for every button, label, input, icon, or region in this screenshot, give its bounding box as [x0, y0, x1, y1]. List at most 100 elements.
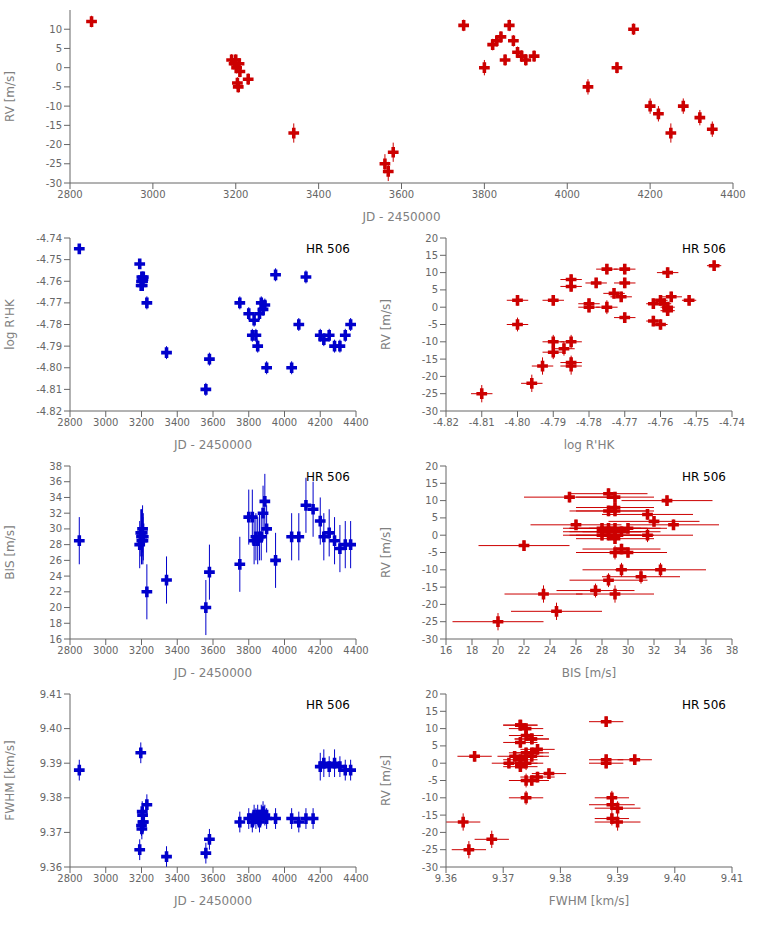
svg-text:-4.80: -4.80: [36, 362, 62, 373]
svg-text:-10: -10: [422, 792, 438, 803]
svg-text:-30: -30: [46, 178, 62, 189]
svg-text:4200: 4200: [637, 189, 662, 200]
svg-text:9.36: 9.36: [435, 873, 457, 884]
svg-text:38: 38: [49, 461, 62, 472]
svg-text:3600: 3600: [200, 417, 225, 428]
svg-text:FWHM [km/s]: FWHM [km/s]: [549, 894, 629, 908]
svg-text:-4.78: -4.78: [576, 417, 602, 428]
svg-text:RV [m/s]: RV [m/s]: [379, 755, 393, 806]
svg-text:log R'HK: log R'HK: [564, 438, 616, 452]
svg-text:3200: 3200: [223, 189, 248, 200]
svg-text:2800: 2800: [57, 645, 82, 656]
svg-text:-4.74: -4.74: [719, 417, 745, 428]
svg-text:9.37: 9.37: [40, 827, 62, 838]
svg-text:-20: -20: [422, 827, 438, 838]
svg-text:20: 20: [49, 602, 62, 613]
svg-text:18: 18: [49, 618, 62, 629]
svg-text:-4.74: -4.74: [36, 233, 62, 244]
svg-text:15: 15: [425, 706, 438, 717]
svg-text:-4.76: -4.76: [36, 276, 62, 287]
svg-text:9.40: 9.40: [40, 723, 62, 734]
svg-text:4000: 4000: [272, 873, 297, 884]
svg-text:3200: 3200: [129, 873, 154, 884]
svg-text:18: 18: [466, 645, 479, 656]
svg-text:-4.75: -4.75: [36, 254, 62, 265]
svg-text:-4.82: -4.82: [36, 406, 62, 417]
svg-text:4000: 4000: [272, 645, 297, 656]
svg-text:15: 15: [425, 250, 438, 261]
svg-text:0: 0: [56, 62, 62, 73]
svg-text:BIS [m/s]: BIS [m/s]: [8, 525, 17, 580]
svg-text:-15: -15: [422, 354, 438, 365]
svg-text:3400: 3400: [165, 873, 190, 884]
svg-text:-4.79: -4.79: [540, 417, 566, 428]
svg-text:-15: -15: [46, 120, 62, 131]
svg-text:4400: 4400: [343, 645, 368, 656]
svg-text:-4.80: -4.80: [505, 417, 531, 428]
svg-text:3000: 3000: [93, 645, 118, 656]
svg-text:RV [m/s]: RV [m/s]: [379, 299, 393, 350]
svg-text:36: 36: [49, 476, 62, 487]
svg-text:-30: -30: [422, 634, 438, 645]
svg-text:-4.81: -4.81: [469, 417, 495, 428]
svg-text:9.38: 9.38: [40, 792, 62, 803]
svg-text:9.39: 9.39: [606, 873, 628, 884]
svg-text:3400: 3400: [306, 189, 331, 200]
svg-text:38: 38: [726, 645, 739, 656]
svg-text:3800: 3800: [236, 873, 261, 884]
svg-text:BIS [m/s]: BIS [m/s]: [562, 666, 617, 680]
svg-text:15: 15: [425, 478, 438, 489]
svg-text:JD - 2450000: JD - 2450000: [173, 894, 252, 908]
svg-text:-15: -15: [422, 582, 438, 593]
svg-text:-4.82: -4.82: [433, 417, 459, 428]
svg-text:3400: 3400: [165, 645, 190, 656]
svg-text:10: 10: [49, 24, 62, 35]
svg-text:-5: -5: [52, 81, 62, 92]
svg-text:30: 30: [49, 523, 62, 534]
svg-text:20: 20: [425, 461, 438, 472]
svg-text:16: 16: [440, 645, 453, 656]
svg-text:-20: -20: [422, 371, 438, 382]
svg-text:9.40: 9.40: [664, 873, 686, 884]
svg-text:-5: -5: [428, 775, 438, 786]
svg-text:JD - 2450000: JD - 2450000: [173, 438, 252, 452]
svg-text:3600: 3600: [200, 873, 225, 884]
svg-text:-15: -15: [422, 810, 438, 821]
svg-text:3800: 3800: [472, 189, 497, 200]
svg-text:3600: 3600: [200, 645, 225, 656]
svg-text:RV [m/s]: RV [m/s]: [379, 527, 393, 578]
svg-text:20: 20: [425, 689, 438, 700]
svg-text:2800: 2800: [57, 189, 82, 200]
svg-text:10: 10: [425, 267, 438, 278]
svg-text:9.41: 9.41: [40, 689, 62, 700]
svg-text:4200: 4200: [308, 645, 333, 656]
svg-text:0: 0: [432, 302, 438, 313]
svg-text:-25: -25: [422, 388, 438, 399]
svg-text:28: 28: [596, 645, 609, 656]
svg-text:9.39: 9.39: [40, 758, 62, 769]
svg-text:9.37: 9.37: [492, 873, 514, 884]
svg-text:4400: 4400: [343, 417, 368, 428]
svg-text:-4.78: -4.78: [36, 319, 62, 330]
svg-text:3200: 3200: [129, 417, 154, 428]
svg-text:2800: 2800: [57, 417, 82, 428]
svg-text:30: 30: [622, 645, 635, 656]
svg-text:2800: 2800: [57, 873, 82, 884]
svg-text:3000: 3000: [93, 417, 118, 428]
svg-text:4400: 4400: [720, 189, 745, 200]
svg-text:4000: 4000: [272, 417, 297, 428]
svg-text:-20: -20: [46, 139, 62, 150]
svg-text:3200: 3200: [129, 645, 154, 656]
svg-text:20: 20: [425, 233, 438, 244]
svg-text:4000: 4000: [555, 189, 580, 200]
svg-text:22: 22: [518, 645, 531, 656]
svg-text:-30: -30: [422, 862, 438, 873]
svg-text:3400: 3400: [165, 417, 190, 428]
svg-text:5: 5: [432, 512, 438, 523]
svg-text:28: 28: [49, 539, 62, 550]
svg-text:24: 24: [49, 571, 62, 582]
svg-text:36: 36: [700, 645, 713, 656]
svg-text:5: 5: [432, 740, 438, 751]
svg-text:20: 20: [492, 645, 505, 656]
svg-text:-25: -25: [422, 844, 438, 855]
